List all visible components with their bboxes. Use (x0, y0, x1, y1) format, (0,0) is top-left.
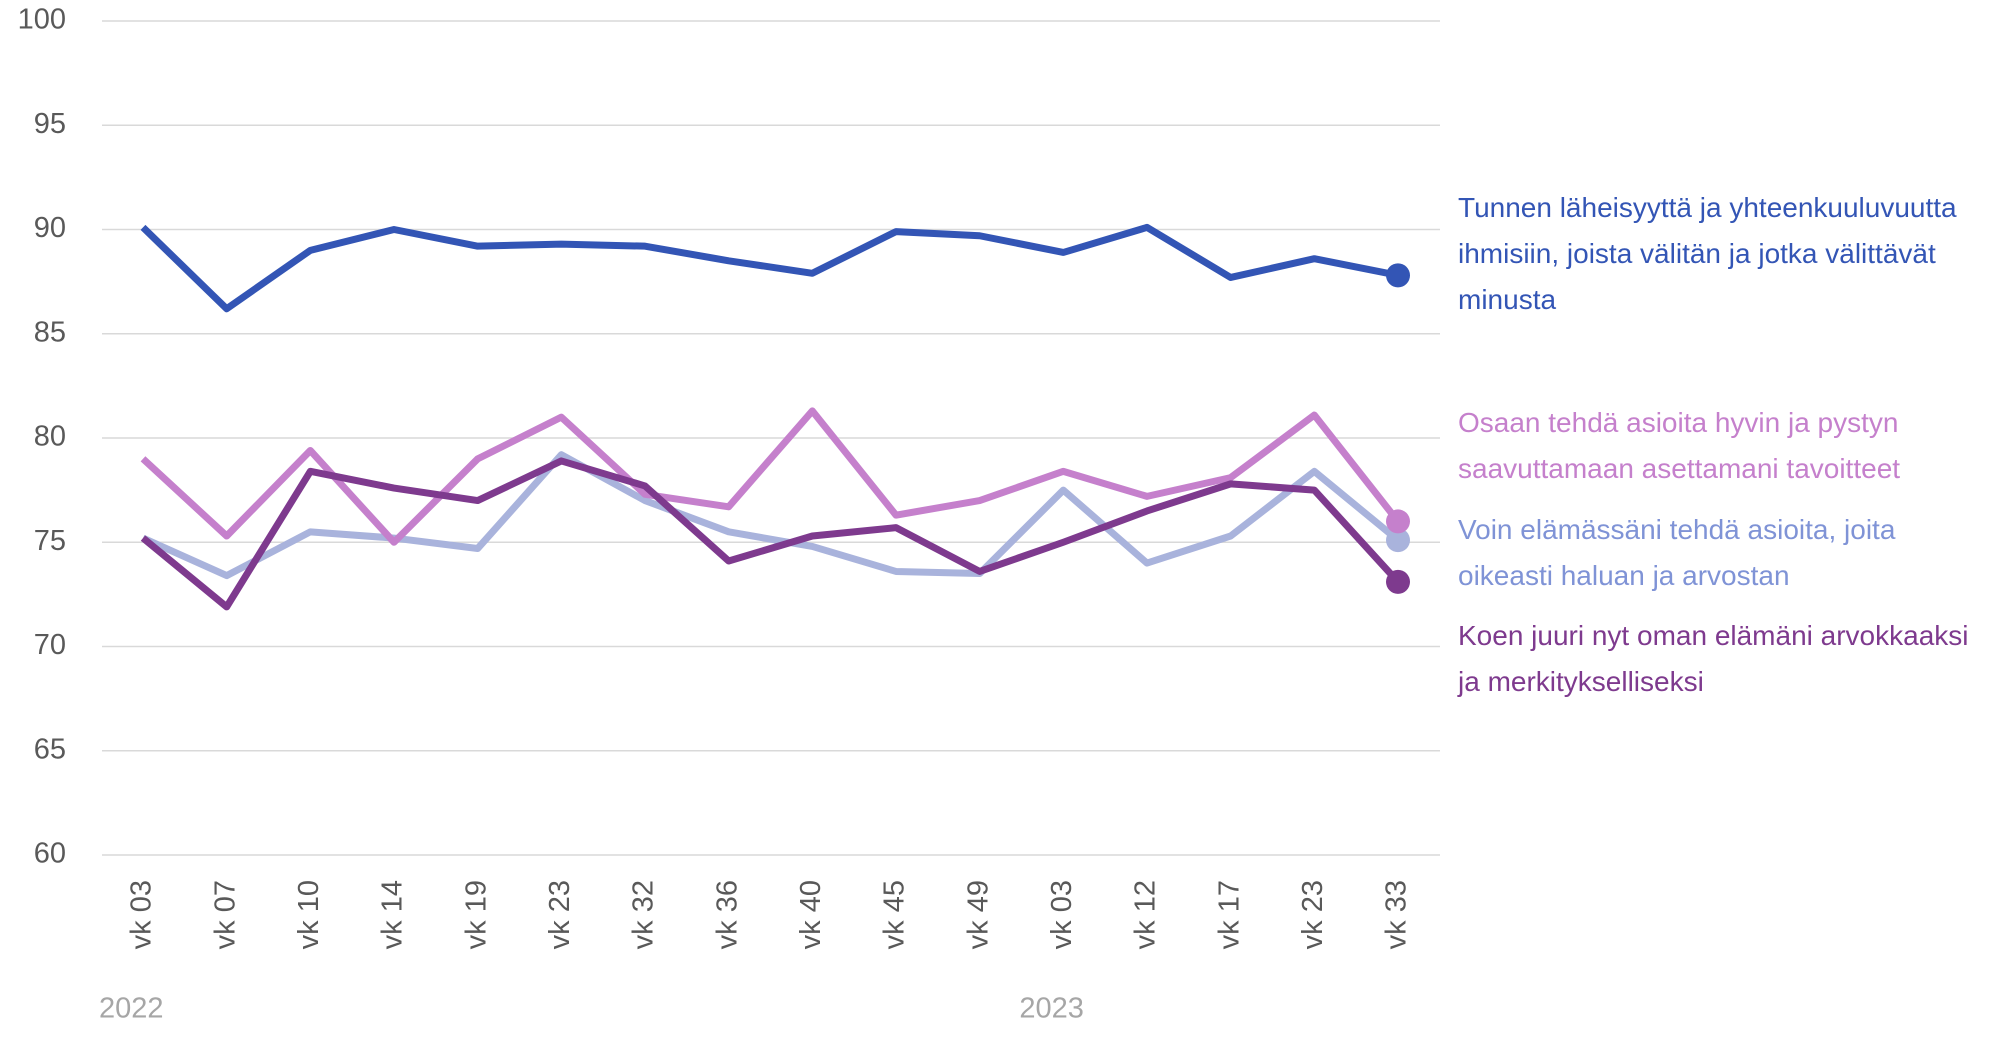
series-line (141, 451, 1401, 580)
x-tick-label: vk 32 (628, 880, 660, 949)
y-tick-label: 100 (18, 4, 66, 36)
y-tick-label: 80 (34, 421, 66, 453)
end-marker (1386, 569, 1410, 594)
end-marker (1386, 263, 1410, 288)
y-tick-label: 75 (34, 525, 66, 557)
x-tick-label: vk 03 (126, 880, 158, 949)
x-tick-label: vk 14 (377, 880, 409, 949)
x-tick-label: vk 33 (1381, 880, 1413, 949)
x-tick-label: vk 49 (962, 880, 994, 949)
y-tick-label: 65 (34, 733, 66, 765)
x-tick-label: vk 03 (1046, 880, 1078, 949)
x-tick-label: vk 19 (460, 880, 492, 949)
end-marker (1386, 528, 1410, 553)
legend-label: Voin elämässäni tehdä asioita, joita oik… (1458, 514, 1896, 591)
x-tick-label: vk 40 (795, 880, 827, 949)
legend-label: Tunnen läheisyyttä ja yhteenkuuluvuutta … (1458, 192, 1957, 315)
series-line (140, 223, 1399, 313)
end-marker (1386, 509, 1410, 534)
series-line (140, 407, 1401, 546)
x-tick-label: vk 23 (1297, 880, 1329, 949)
y-tick-label: 60 (34, 838, 66, 870)
y-tick-label: 70 (34, 629, 66, 661)
y-tick-label: 90 (34, 212, 66, 244)
group-label: 2023 (1019, 993, 1084, 1025)
y-tick-label: 85 (34, 316, 66, 348)
series-line (140, 457, 1401, 611)
x-tick-label: vk 07 (209, 880, 241, 949)
x-tick-label: vk 12 (1130, 880, 1162, 949)
y-tick-label: 95 (34, 108, 66, 140)
x-tick-label: vk 17 (1213, 880, 1245, 949)
x-tick-label: vk 45 (879, 880, 911, 949)
legend-label: Osaan tehdä asioita hyvin ja pystyn saav… (1458, 407, 1901, 484)
legend-label: Koen juuri nyt oman elämäni arvokkaaksi … (1458, 620, 1969, 697)
x-tick-label: vk 10 (293, 880, 325, 949)
x-tick-label: vk 36 (711, 880, 743, 949)
x-tick-label: vk 23 (544, 880, 576, 949)
group-label: 2022 (99, 993, 164, 1025)
